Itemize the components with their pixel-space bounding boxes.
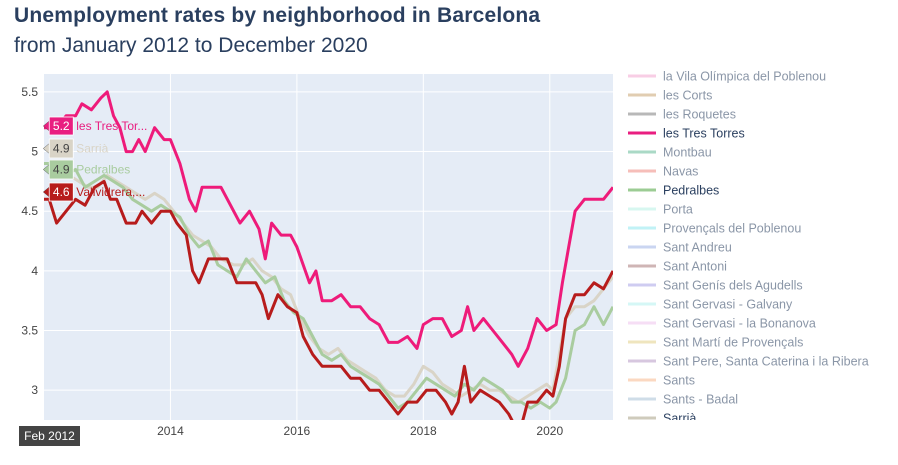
legend-label: les Tres Torres: [663, 127, 745, 141]
hover-series-name: Sarrià: [76, 142, 108, 156]
legend-item-provencals-del-poblenou[interactable]: Provençals del Poblenou: [628, 222, 801, 236]
hover-value: 4.6: [53, 185, 70, 199]
hover-value-box: [48, 116, 74, 136]
legend-label: Sarrià: [663, 412, 696, 426]
series-line-vallvidrera-el-tibidabo-i-les-planes[interactable]: [44, 179, 613, 426]
legend-item-sarria[interactable]: Sarrià: [628, 412, 696, 426]
legend-item-les-corts[interactable]: les Corts: [628, 89, 712, 103]
chart-subtitle: from January 2012 to December 2020: [14, 34, 368, 57]
legend-item-sant-pere-santa-caterina-i-la-ribera[interactable]: Sant Pere, Santa Caterina i la Ribera: [628, 355, 869, 369]
legend-item-sant-marti-de-provencals[interactable]: Sant Martí de Provençals: [628, 336, 803, 350]
legend-label: les Corts: [663, 89, 712, 103]
hover-value-box: [48, 182, 74, 202]
y-tick-label: 5.5: [21, 85, 38, 99]
legend-label: Sant Andreu: [663, 241, 732, 255]
legend-label: Porta: [663, 203, 693, 217]
x-tick-label: 2018: [410, 424, 437, 438]
y-tick-label: 5: [31, 145, 38, 159]
legend-label: Provençals del Poblenou: [663, 222, 801, 236]
y-tick-label: 3.5: [21, 324, 38, 338]
legend-label: Pedralbes: [663, 184, 719, 198]
series-line-les-tres-torres[interactable]: [44, 90, 613, 368]
hover-label: 5.2 les Tres Tor...: [42, 116, 147, 136]
series-line-sarria[interactable]: [44, 162, 613, 404]
legend-item-porta[interactable]: Porta: [628, 203, 693, 217]
legend-label: Sant Genís dels Agudells: [663, 279, 803, 293]
y-tick-label: 4: [31, 264, 38, 278]
plot-area[interactable]: [44, 74, 613, 420]
legend-item-navas[interactable]: Navas: [628, 165, 698, 179]
x-tick-label: 2014: [157, 424, 184, 438]
legend-label: la Vila Olímpica del Poblenou: [663, 70, 826, 84]
y-tick-label: 3: [31, 383, 38, 397]
legend-item-pedralbes[interactable]: Pedralbes: [628, 184, 719, 198]
hover-value-box: [48, 138, 74, 159]
legend-item-les-roquetes[interactable]: les Roquetes: [628, 108, 736, 122]
legend-item-la-vila-olimpica-del-poblenou[interactable]: la Vila Olímpica del Poblenou: [628, 70, 826, 84]
hover-value: 4.9: [53, 142, 70, 156]
legend-label: Sant Martí de Provençals: [663, 336, 803, 350]
series-line-pedralbes[interactable]: [44, 162, 613, 410]
legend-item-les-tres-torres[interactable]: les Tres Torres: [628, 127, 745, 141]
legend-item-sants[interactable]: Sants: [628, 374, 695, 388]
x-tick-label: 2016: [284, 424, 311, 438]
legend-label: Sant Gervasi - Galvany: [663, 298, 793, 312]
legend-label: les Roquetes: [663, 108, 736, 122]
legend-item-sant-andreu[interactable]: Sant Andreu: [628, 241, 732, 255]
hover-value: 5.2: [53, 119, 70, 133]
hover-x-box: [19, 426, 80, 446]
legend-item-montbau[interactable]: Montbau: [628, 146, 712, 160]
legend-label: Montbau: [663, 146, 712, 160]
legend-label: Navas: [663, 165, 698, 179]
legend-label: Sants: [663, 374, 695, 388]
legend-label: Sant Gervasi - la Bonanova: [663, 317, 816, 331]
hover-x-text: Feb 2012: [24, 429, 75, 443]
hover-label: 4.9 Pedralbes: [42, 159, 130, 180]
hover-label: 4.9 Sarrià: [42, 138, 109, 159]
hover-value-box: [48, 159, 74, 180]
y-tick-label: 4.5: [21, 204, 38, 218]
legend-label: Sants - Badal: [663, 393, 738, 407]
hover-value: 4.9: [53, 163, 70, 177]
hover-series-name: Pedralbes: [76, 163, 130, 177]
legend-item-sant-gervasi-galvany[interactable]: Sant Gervasi - Galvany: [628, 298, 793, 312]
legend-item-sant-genis-dels-agudells[interactable]: Sant Genís dels Agudells: [628, 279, 803, 293]
legend-label: Sant Pere, Santa Caterina i la Ribera: [663, 355, 869, 369]
legend-label: Sant Antoni: [663, 260, 727, 274]
hover-series-name: Vallvidrera,...: [76, 185, 145, 199]
chart-title: Unemployment rates by neighborhood in Ba…: [14, 4, 541, 27]
x-tick-label: 2020: [536, 424, 563, 438]
hover-series-name: les Tres Tor...: [76, 119, 147, 133]
legend-item-sants-badal[interactable]: Sants - Badal: [628, 393, 738, 407]
legend-item-sant-gervasi-la-bonanova[interactable]: Sant Gervasi - la Bonanova: [628, 317, 816, 331]
legend-item-sant-antoni[interactable]: Sant Antoni: [628, 260, 727, 274]
hover-x-label: Feb 2012: [19, 426, 80, 446]
hover-label: 4.6 Vallvidrera,...: [42, 182, 145, 202]
